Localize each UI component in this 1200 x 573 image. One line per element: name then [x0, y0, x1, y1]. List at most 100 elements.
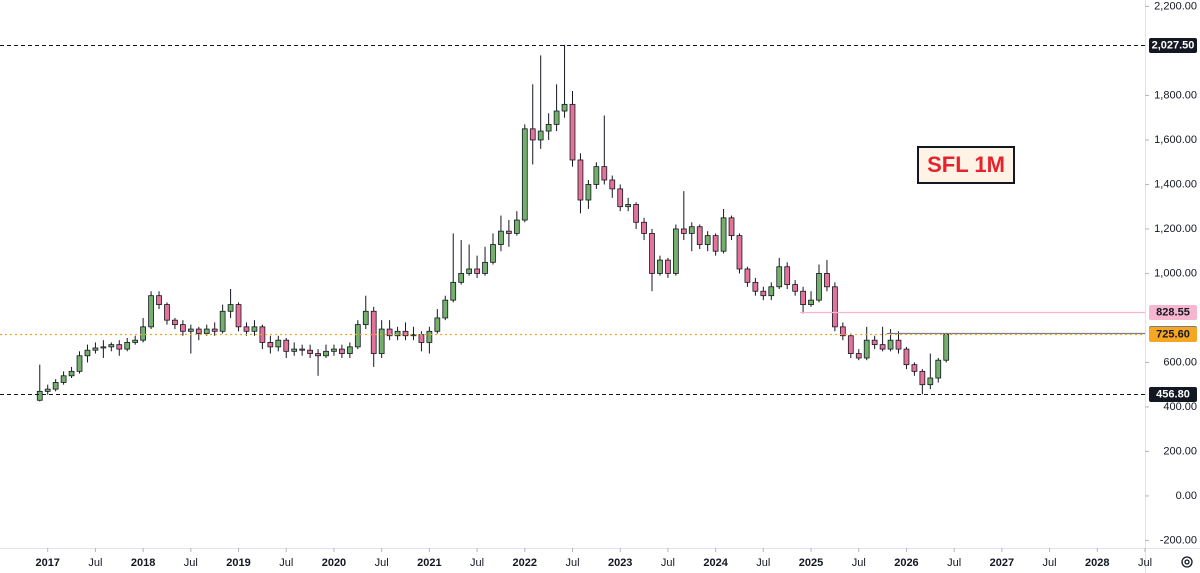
x-tick-label: 2023 — [608, 557, 632, 569]
gear-outer[interactable] — [1181, 556, 1193, 568]
candle-body — [108, 344, 115, 348]
candle-body — [323, 350, 329, 357]
candle-body — [402, 330, 409, 337]
candle-body — [720, 217, 727, 252]
candle-body — [553, 110, 560, 125]
candle-body — [832, 286, 838, 328]
x-tick-label: 2020 — [322, 557, 346, 569]
candle-body — [752, 281, 759, 292]
candle-body — [744, 268, 751, 283]
candle-body — [124, 342, 131, 350]
candle-body — [76, 355, 83, 372]
y-tick-label: 1,000.00 — [1154, 267, 1197, 279]
candle-body — [307, 349, 313, 354]
candle-body — [339, 348, 345, 354]
candle-body — [410, 334, 417, 337]
candle-body — [195, 328, 202, 334]
x-tick-label: 2019 — [226, 557, 250, 569]
price-label: 2,027.50 — [1152, 39, 1195, 51]
candle-body — [649, 232, 655, 274]
candle-body — [156, 295, 162, 305]
candle-body — [164, 304, 170, 321]
settings-icon[interactable] — [1181, 556, 1193, 568]
candle-body — [792, 284, 799, 292]
y-tick-label: 1,800.00 — [1154, 89, 1197, 101]
candle-body — [673, 228, 679, 274]
candle-body — [36, 390, 43, 401]
candle-body — [235, 304, 242, 328]
candle-body — [315, 353, 321, 357]
x-tick-label: Jul — [279, 557, 293, 569]
x-tick-label: 2018 — [131, 557, 155, 569]
gear-inner[interactable] — [1184, 559, 1190, 565]
candle-body — [593, 166, 600, 185]
candle-body — [84, 349, 91, 357]
candle-body — [44, 388, 51, 392]
candle-body — [657, 259, 663, 274]
candle-body — [609, 179, 616, 190]
candle-body — [482, 261, 488, 274]
candle-body — [498, 230, 504, 245]
candle-body — [140, 326, 146, 341]
candle-body — [362, 310, 369, 326]
candle-body — [680, 228, 687, 234]
annotation-box: SFL 1M — [917, 146, 1015, 184]
candle-body — [824, 273, 830, 288]
candle-body — [736, 235, 743, 270]
x-tick-label: 2026 — [894, 557, 918, 569]
y-tick-label: 1,200.00 — [1154, 223, 1197, 235]
candle-body — [521, 128, 528, 221]
candle-body — [704, 235, 711, 245]
price-label: 725.60 — [1156, 328, 1190, 340]
y-tick-label: 1,600.00 — [1154, 134, 1197, 146]
candle-body — [299, 348, 306, 351]
candle-body — [601, 166, 608, 181]
price-label-box — [1149, 38, 1197, 53]
x-tick-label: Jul — [852, 557, 866, 569]
candle-body — [92, 347, 99, 351]
candle-body — [911, 364, 918, 372]
candle-body — [585, 184, 592, 201]
x-tick-label: Jul — [756, 557, 770, 569]
candle-body — [943, 334, 950, 361]
x-tick-label: 2021 — [417, 557, 441, 569]
x-tick-label: Jul — [947, 557, 961, 569]
candle-body — [569, 103, 576, 161]
x-tick-label: Jul — [470, 557, 484, 569]
annotation-frame — [917, 146, 1015, 184]
candle-body — [887, 339, 894, 350]
candle-body — [378, 328, 385, 354]
candle-body — [863, 339, 870, 359]
candle-body — [633, 204, 639, 223]
candle-body — [219, 310, 226, 332]
candle-body — [148, 295, 154, 328]
candle-body — [418, 334, 425, 343]
y-tick-label: 400.00 — [1163, 401, 1197, 413]
candle-body — [919, 370, 926, 386]
candle-body — [283, 339, 290, 352]
candle-body — [839, 326, 846, 337]
candle-body — [434, 317, 441, 332]
candle-body — [458, 273, 465, 283]
candle-body — [935, 359, 942, 379]
y-tick-label: 2,200.00 — [1154, 0, 1197, 12]
candle-body — [275, 339, 282, 348]
candle-body — [346, 346, 353, 354]
candle-body — [545, 123, 552, 132]
candle-body — [855, 353, 862, 359]
candle-body — [116, 344, 123, 350]
price-label-box — [1149, 305, 1197, 320]
candle-body — [203, 328, 210, 334]
candle-body — [227, 304, 234, 312]
candle-body — [506, 230, 512, 234]
x-tick-label: Jul — [1138, 557, 1152, 569]
x-tick-label: Jul — [565, 557, 579, 569]
candle-body — [712, 235, 719, 252]
x-tick-label: 2028 — [1085, 557, 1109, 569]
candle-body — [903, 348, 910, 366]
y-tick-label: 600.00 — [1163, 356, 1197, 368]
